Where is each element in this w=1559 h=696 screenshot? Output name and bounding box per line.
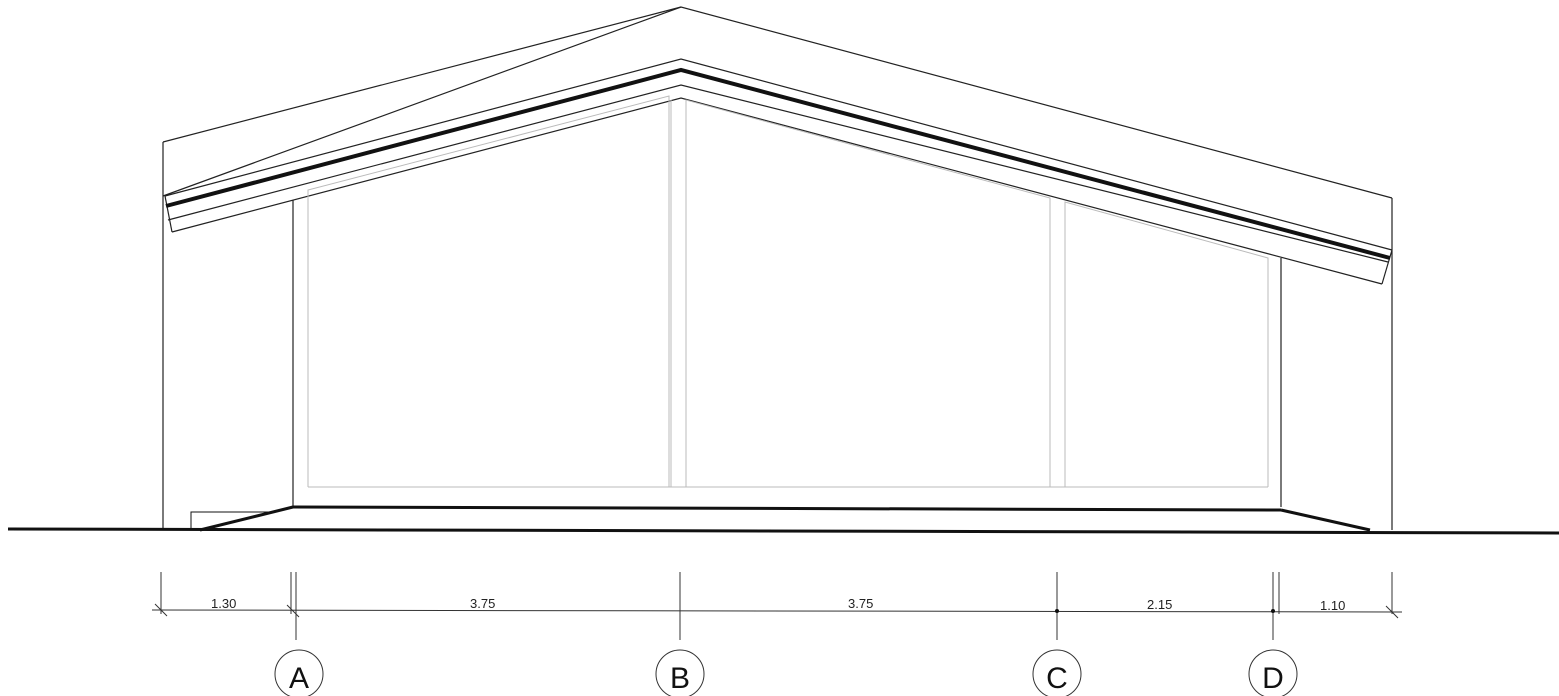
slab-top: [292, 505, 1282, 512]
dimension-chain: [151, 572, 1403, 640]
slab-ramp-right: [1280, 508, 1371, 532]
dimension-3: 3.75: [848, 596, 873, 611]
axis-bubble-c: [1032, 649, 1082, 696]
roof: [162, 6, 1393, 285]
glazing-outline: [307, 95, 670, 487]
axis-bubble-a: [274, 649, 324, 696]
fascia-top: [164, 58, 1393, 251]
roof-ridge-outline: [162, 6, 1393, 199]
tick-left: [154, 603, 168, 617]
fascia-bottom: [171, 97, 1383, 285]
glazing-mid: [685, 99, 1051, 487]
dimension-1: 1.30: [211, 596, 236, 611]
fascia-right-cap: [1381, 249, 1393, 285]
tick-right: [1385, 605, 1399, 619]
roof-left-top: [162, 6, 682, 143]
roof-gutter-thick: [165, 67, 1391, 260]
walls: [162, 196, 1393, 530]
axis-label-c: C: [1046, 662, 1068, 695]
slab-step-left: [190, 511, 270, 530]
axis-label-a: A: [289, 662, 309, 695]
axis-bubbles: [274, 649, 1298, 696]
dim-dot-c: [1055, 609, 1059, 613]
axis-label-d: D: [1262, 662, 1284, 695]
ground-line: [7, 527, 1559, 535]
slab-ramp-left: [199, 505, 294, 532]
dimension-line: [151, 609, 1403, 613]
dimension-2: 3.75: [470, 596, 495, 611]
fascia-mid: [167, 84, 1389, 263]
axis-bubble-b: [655, 649, 705, 696]
dimension-5: 1.10: [1320, 598, 1345, 613]
floor-slab: [190, 505, 1371, 532]
axis-label-b: B: [670, 662, 690, 695]
dim-dot-d: [1271, 609, 1275, 613]
tick-a: [286, 604, 300, 618]
glazing: [307, 95, 1269, 488]
axis-bubble-d: [1248, 649, 1298, 696]
fascia-left-cap: [164, 195, 173, 233]
glazing-right: [1064, 201, 1269, 487]
dimension-4: 2.15: [1147, 597, 1172, 612]
